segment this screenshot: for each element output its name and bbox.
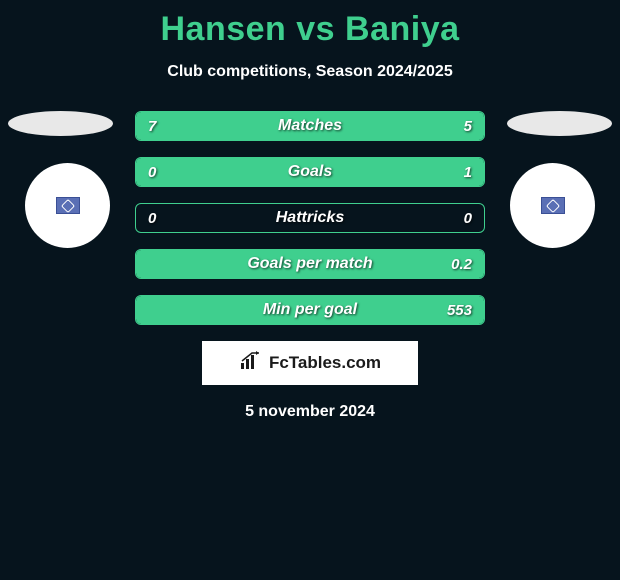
stat-bar: Min per goal553 (135, 295, 485, 325)
stat-label: Goals per match (136, 250, 484, 278)
subtitle: Club competitions, Season 2024/2025 (0, 63, 620, 81)
page-title: Hansen vs Baniya (0, 0, 620, 49)
player-right-marker (507, 111, 612, 136)
stat-value-right: 553 (447, 296, 472, 324)
stat-value-right: 5 (464, 112, 472, 140)
stat-bars: 7Matches50Goals10Hattricks0Goals per mat… (135, 111, 485, 325)
club-badge-left (25, 163, 110, 248)
stat-bar: 7Matches5 (135, 111, 485, 141)
source-logo: FcTables.com (202, 341, 418, 385)
stat-bar: Goals per match0.2 (135, 249, 485, 279)
stat-value-right: 0.2 (451, 250, 472, 278)
source-logo-text: FcTables.com (269, 353, 381, 373)
player-left-marker (8, 111, 113, 136)
stats-panel: 7Matches50Goals10Hattricks0Goals per mat… (0, 111, 620, 325)
stat-label: Matches (136, 112, 484, 140)
club-badge-right (510, 163, 595, 248)
flag-icon (541, 197, 565, 214)
chart-icon (239, 351, 263, 376)
stat-label: Goals (136, 158, 484, 186)
date-label: 5 november 2024 (0, 403, 620, 421)
stat-label: Min per goal (136, 296, 484, 324)
stat-label: Hattricks (136, 204, 484, 232)
flag-icon (56, 197, 80, 214)
stat-value-right: 0 (464, 204, 472, 232)
stat-bar: 0Hattricks0 (135, 203, 485, 233)
stat-bar: 0Goals1 (135, 157, 485, 187)
stat-value-right: 1 (464, 158, 472, 186)
